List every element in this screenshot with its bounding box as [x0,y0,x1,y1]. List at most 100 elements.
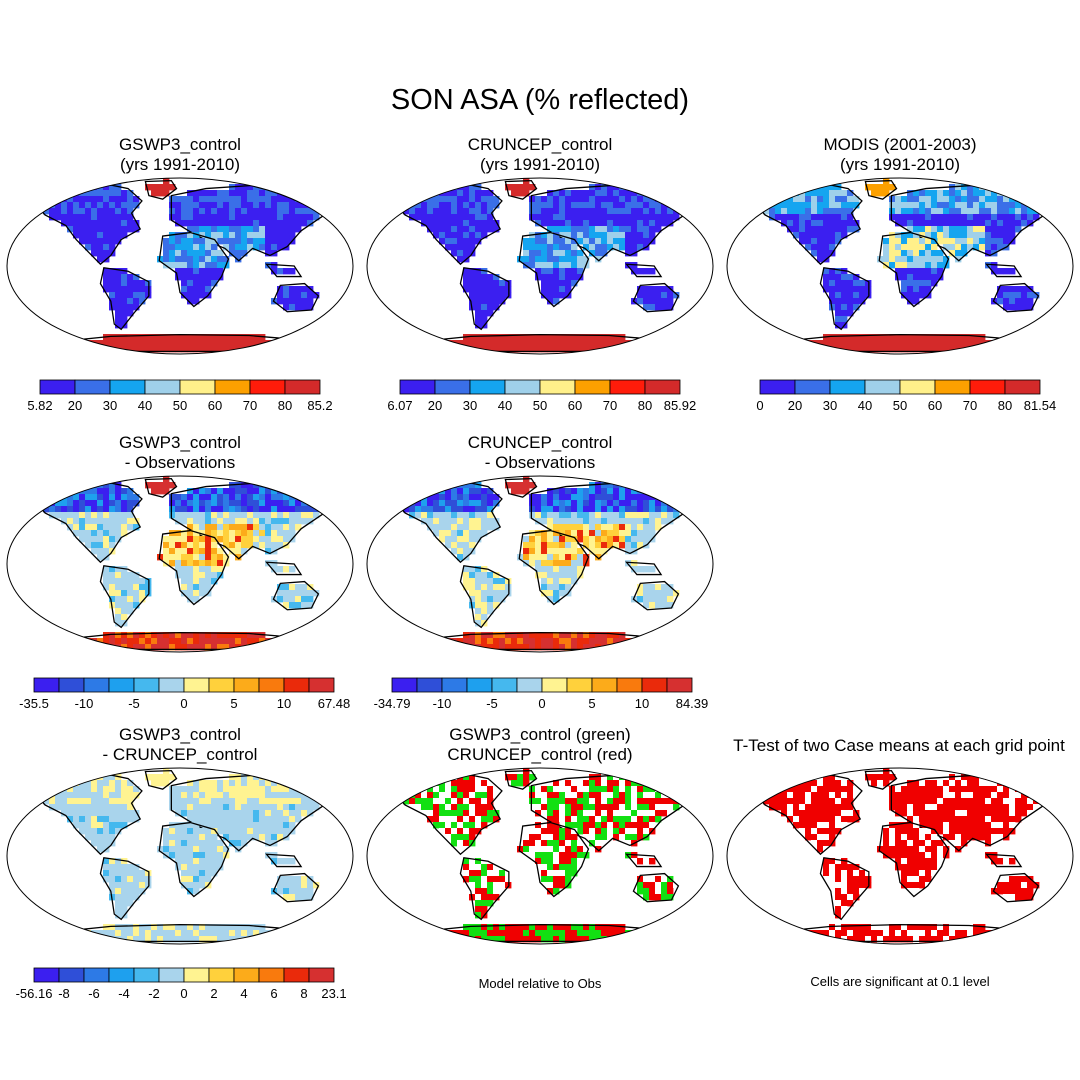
grid-cell [73,822,80,829]
grid-cell [685,208,692,215]
grid-cell [577,560,584,567]
grid-cell [529,792,536,799]
grid-cell [313,500,320,507]
grid-cell [325,792,332,799]
grid-cell [103,804,110,811]
grid-cell [487,340,494,347]
grid-cell [205,202,212,209]
grid-cell [577,524,584,531]
grid-cell [481,220,488,227]
grid-cell [913,346,920,353]
grid-cell [193,512,200,519]
grid-cell [937,262,944,269]
grid-cell [97,196,104,203]
grid-cell [403,488,410,495]
grid-cell [949,202,956,209]
grid-cell [643,304,650,311]
grid-cell [223,232,230,239]
grid-cell [907,292,914,299]
grid-cell [835,268,842,275]
grid-cell [637,542,644,549]
grid-cell [571,506,578,513]
grid-cell [427,638,434,645]
grid-cell [961,214,968,221]
grid-cell [319,488,326,495]
grid-cell [613,632,620,639]
grid-cell [619,936,626,943]
grid-cell [565,220,572,227]
grid-cell [457,250,464,257]
grid-cell [535,494,542,501]
map-cells [750,178,1061,353]
grid-cell [649,810,656,817]
grid-cell [841,208,848,215]
grid-cell [169,638,176,645]
grid-cell [607,924,614,931]
grid-cell [589,524,596,531]
grid-cell [271,518,278,525]
grid-cell [601,500,608,507]
grid-cell [625,548,632,555]
grid-cell [127,792,134,799]
grid-cell [277,298,284,305]
grid-cell [895,208,902,215]
grid-cell [193,274,200,281]
grid-cell [547,644,554,651]
grid-cell [541,852,548,859]
grid-cell [991,184,998,191]
grid-cell [85,196,92,203]
grid-cell [547,292,554,299]
grid-cell [433,786,440,793]
grid-cell [493,602,500,609]
grid-cell [289,566,296,573]
grid-cell [145,876,152,883]
grid-cell [175,810,182,817]
grid-cell [535,798,542,805]
grid-cell [49,208,56,215]
grid-cell [259,780,266,787]
colorbar-tick-label: -5 [486,696,498,711]
grid-cell [133,584,140,591]
grid-cell [481,274,488,281]
grid-cell [877,190,884,197]
grid-cell [181,256,188,263]
grid-cell [283,530,290,537]
grid-cell [211,792,218,799]
grid-cell [475,524,482,531]
grid-cell [685,798,692,805]
grid-cell [85,238,92,245]
grid-cell [157,930,164,937]
grid-cell [241,774,248,781]
grid-cell [427,482,434,489]
grid-cell [481,804,488,811]
grid-cell [109,810,116,817]
grid-cell [73,184,80,191]
grid-cell [103,202,110,209]
grid-cell [901,196,908,203]
grid-cell [439,524,446,531]
grid-cell [187,840,194,847]
grid-cell [907,250,914,257]
panel-title-line: GSWP3_control [119,433,241,452]
map-border [366,767,714,945]
grid-cell [421,810,428,817]
grid-cell [601,202,608,209]
grid-cell [529,208,536,215]
grid-cell [577,792,584,799]
grid-cell [1015,190,1022,197]
grid-cell [193,268,200,275]
grid-cell [463,280,470,287]
grid-cell [265,810,272,817]
grid-cell [403,202,410,209]
grid-cell [997,226,1004,233]
grid-cell [409,798,416,805]
grid-cell [601,530,608,537]
grid-cell [199,488,206,495]
grid-cell [547,244,554,251]
grid-cell [649,190,656,197]
grid-cell [289,304,296,311]
grid-cell [277,876,284,883]
grid-cell [835,214,842,221]
grid-cell [469,500,476,507]
grid-cell [187,590,194,597]
